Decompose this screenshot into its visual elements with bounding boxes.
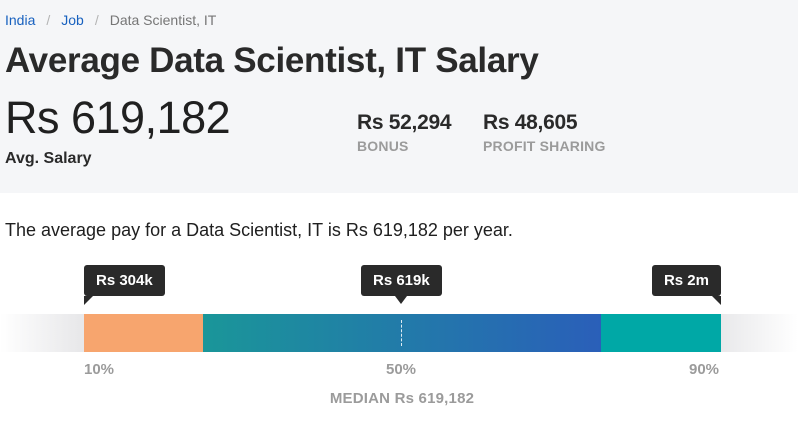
profit-sharing-stat: Rs 48,605 PROFIT SHARING [483,111,606,154]
profit-sharing-value: Rs 48,605 [483,111,578,134]
median-salary-tooltip: Rs 619k [361,265,442,304]
bonus-value: Rs 52,294 [357,111,452,134]
bonus-stat: Rs 52,294 BONUS [357,111,452,154]
low-salary-tooltip: Rs 304k [84,265,165,305]
salary-header: India / Job / Data Scientist, IT Average… [0,0,798,193]
breadcrumb: India / Job / Data Scientist, IT [5,12,216,28]
page-title: Average Data Scientist, IT Salary [5,41,539,80]
percentile-50-label: 50% [386,361,417,378]
high-salary-tooltip: Rs 2m [651,265,722,305]
breadcrumb-current: Data Scientist, IT [109,12,217,28]
average-salary-label: Avg. Salary [5,150,92,167]
bonus-label: BONUS [357,138,409,154]
breadcrumb-separator: / [46,12,51,28]
salary-summary: The average pay for a Data Scientist, IT… [5,220,513,240]
average-salary-value: Rs 619,182 [5,92,231,143]
salary-range-low-segment [84,314,203,352]
breadcrumb-link-india[interactable]: India [5,12,36,28]
salary-range-high-segment [601,314,721,352]
percentile-10-label: 10% [84,361,115,378]
breadcrumb-separator: / [94,12,99,28]
breadcrumb-link-job[interactable]: Job [61,12,84,28]
profit-sharing-label: PROFIT SHARING [483,138,606,154]
median-salary-label: MEDIAN Rs 619,182 [329,390,475,407]
salary-range-mid-segment [203,314,601,352]
median-marker-line [401,320,402,346]
percentile-90-label: 90% [689,361,720,378]
